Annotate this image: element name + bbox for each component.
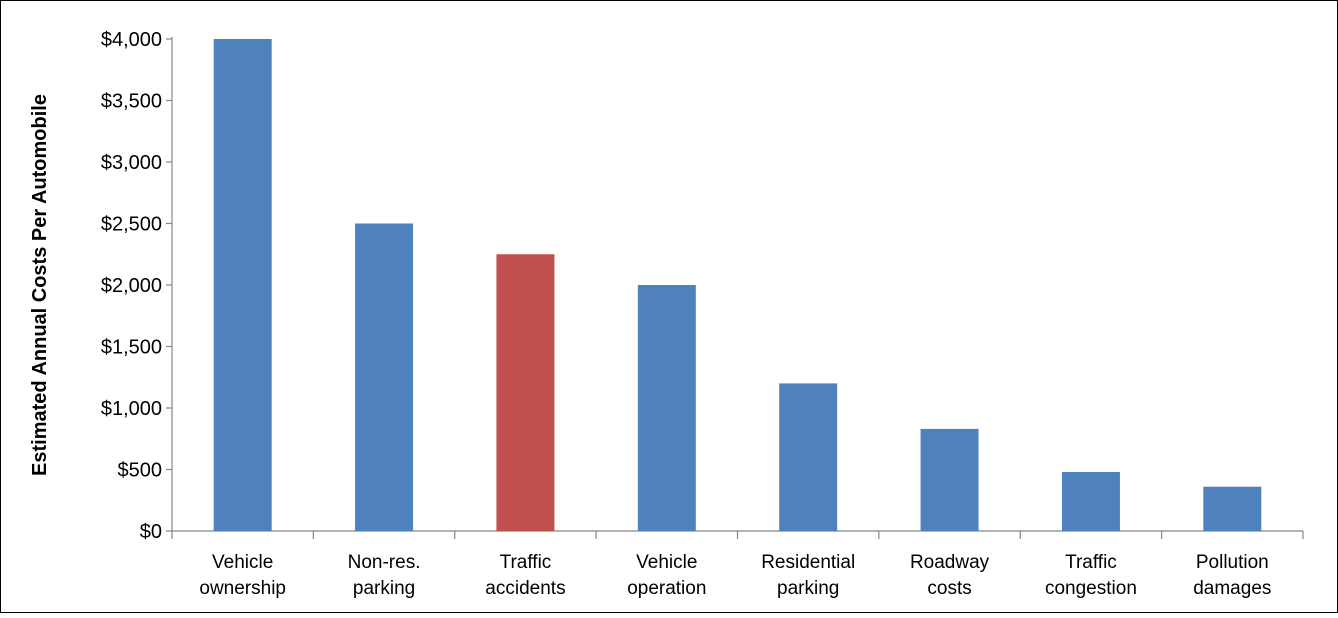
bar [213, 39, 272, 531]
axes [171, 37, 1303, 532]
bars [213, 39, 1262, 531]
y-tick-label: $500 [118, 460, 163, 482]
bar [779, 383, 838, 531]
y-tick-label: $0 [140, 521, 162, 543]
y-tick-label: $3,000 [101, 152, 162, 174]
x-tick-label: parking [353, 578, 415, 599]
x-tick-label: costs [927, 578, 971, 599]
x-ticks: Vehicle ownership Non-res. parking Traffic ac… [171, 531, 1304, 599]
x-tick-label: Vehicle [636, 552, 697, 573]
y-tick-label: $1,500 [101, 337, 162, 359]
bar [355, 223, 414, 531]
x-tick-label: Roadway [910, 552, 990, 573]
bar [920, 428, 979, 531]
bar [1203, 486, 1262, 531]
x-tick-label: Vehicle [212, 552, 273, 573]
y-tick-label: $2,500 [101, 214, 162, 236]
x-tick-label: Traffic [500, 552, 552, 573]
y-tick-label: $2,000 [101, 275, 162, 297]
x-tick-label: ownership [199, 578, 286, 599]
bar [637, 285, 696, 531]
x-tick-label: Pollution [1196, 552, 1269, 573]
bar [1061, 471, 1120, 531]
x-tick-label: Non-res. [348, 552, 421, 573]
y-tick-label: $1,000 [101, 398, 162, 420]
x-tick-label: congestion [1045, 578, 1137, 599]
y-tick-label: $3,500 [101, 91, 162, 113]
bar [496, 254, 555, 531]
y-ticks: $0 $500 $1,000 $1,500 $2,000 $2,500 $3,000 $3,5… [101, 29, 172, 543]
x-tick-label: damages [1193, 578, 1271, 599]
x-tick-label: parking [777, 578, 839, 599]
y-axis-label: Estimated Annual Costs Per Automobile [29, 94, 51, 476]
y-tick-label: $4,000 [101, 29, 162, 51]
x-tick-label: operation [627, 578, 706, 599]
x-tick-label: Traffic [1065, 552, 1117, 573]
x-tick-label: Residential [761, 552, 855, 573]
x-tick-label: accidents [485, 578, 565, 599]
